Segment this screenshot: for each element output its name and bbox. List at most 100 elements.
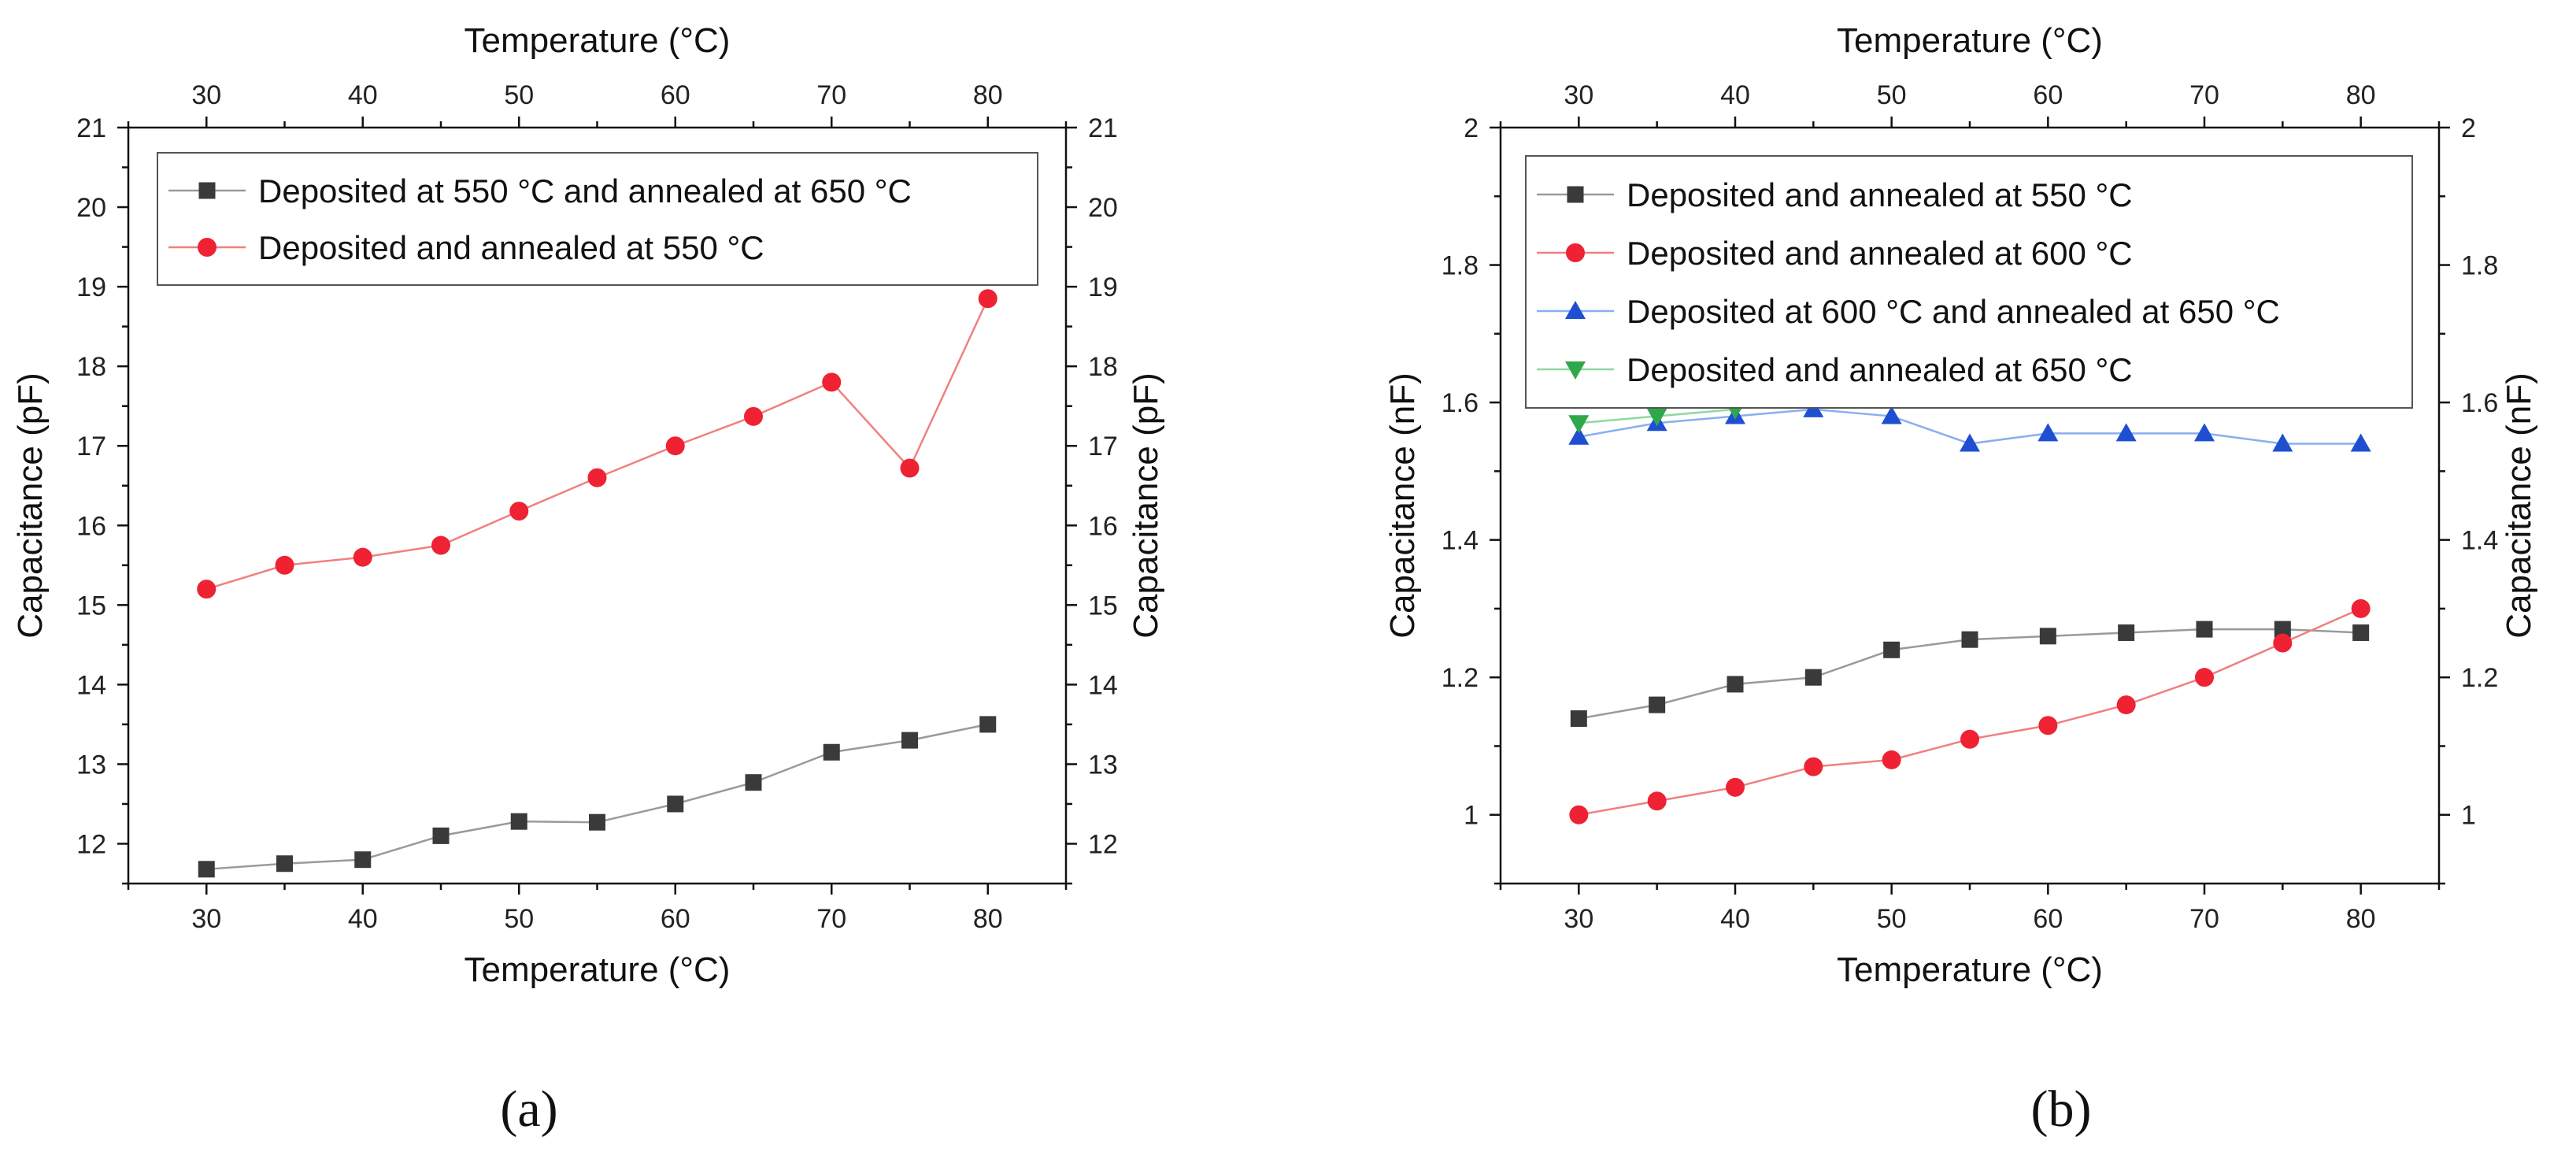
- y-tick-label-left: 18: [76, 352, 106, 382]
- data-point-s1-10: [901, 732, 918, 749]
- y-tick-label-left: 21: [76, 113, 106, 143]
- data-point-s1-4: [432, 827, 450, 844]
- y-tick-label-right: 1.6: [2461, 388, 2498, 418]
- data-point-s1-1: [1570, 710, 1587, 728]
- legend-marker-4: [1565, 361, 1586, 380]
- legend-label-2: Deposited and annealed at 550 °C: [258, 229, 764, 266]
- x-tick-label-bottom: 30: [1564, 904, 1593, 934]
- x-axis-title-bottom: Temperature (°C): [1837, 950, 2103, 989]
- data-point-s1-11: [979, 716, 997, 733]
- data-point-s2-1: [1569, 805, 1589, 824]
- legend-marker-1: [198, 182, 216, 199]
- data-point-s1-7: [2039, 628, 2056, 645]
- y-tick-label-left: 1: [1464, 801, 1479, 831]
- data-point-s2-5: [509, 502, 529, 521]
- x-axis-title-top: Temperature (°C): [1837, 21, 2103, 60]
- x-tick-label-bottom: 50: [504, 904, 534, 934]
- data-point-s1-11: [2352, 624, 2370, 641]
- legend-marker-1: [1567, 186, 1584, 203]
- x-tick-label-bottom: 60: [2033, 904, 2063, 934]
- legend-marker-2: [1566, 243, 1585, 262]
- data-point-s1-10: [2274, 621, 2291, 638]
- x-tick-label-bottom: 50: [1877, 904, 1907, 934]
- data-point-s2-11: [2351, 598, 2371, 618]
- x-tick-label-top: 50: [1877, 80, 1907, 110]
- data-point-s2-5: [1882, 750, 1901, 769]
- y-tick-label-right: 1.8: [2461, 251, 2498, 281]
- x-axis-title-bottom: Temperature (°C): [464, 950, 731, 989]
- data-point-s1-8: [2118, 624, 2135, 641]
- x-tick-label-bottom: 40: [1720, 904, 1750, 934]
- data-point-s1-1: [198, 861, 215, 878]
- legend-box: [1525, 155, 2413, 409]
- y-tick-label-left: 13: [76, 750, 106, 780]
- x-axis-title-top: Temperature (°C): [464, 21, 731, 60]
- data-point-s2-9: [2195, 668, 2214, 687]
- y-tick-label-left: 1.4: [1442, 526, 1479, 556]
- data-point-s3-11: [2350, 433, 2371, 452]
- x-tick-label-top: 60: [2033, 80, 2063, 110]
- data-point-s2-1: [197, 580, 217, 599]
- y-axis-title-right: Capacitance (pF): [1127, 372, 1165, 638]
- y-tick-label-right: 1.2: [2461, 663, 2498, 693]
- legend-label-4: Deposited and annealed at 650 °C: [1627, 351, 2133, 388]
- data-point-s2-4: [431, 535, 450, 555]
- data-point-s2-3: [1726, 777, 1745, 797]
- data-point-s2-8: [2116, 695, 2136, 715]
- x-tick-label-bottom: 70: [816, 904, 846, 934]
- x-tick-label-top: 40: [1720, 80, 1750, 110]
- data-point-s4-1: [1568, 415, 1590, 434]
- data-point-s2-3: [353, 547, 372, 567]
- y-tick-label-right: 15: [1088, 591, 1118, 621]
- x-tick-label-bottom: 80: [973, 904, 1003, 934]
- data-point-s1-8: [745, 774, 762, 791]
- data-point-s3-5: [1881, 406, 1902, 424]
- legend-marker-3: [1565, 301, 1586, 319]
- y-tick-label-left: 1.8: [1442, 251, 1479, 281]
- legend-label-1: Deposited at 550 °C and annealed at 650 …: [258, 172, 912, 209]
- legend-box: [157, 152, 1038, 286]
- x-tick-label-top: 50: [504, 80, 534, 110]
- y-tick-label-left: 19: [76, 272, 106, 302]
- data-point-s1-3: [354, 851, 372, 869]
- legend-label-1: Deposited and annealed at 550 °C: [1627, 176, 2133, 213]
- data-point-s1-7: [667, 795, 684, 813]
- y-tick-label-left: 16: [76, 511, 106, 541]
- y-tick-label-right: 1.4: [2461, 526, 2498, 556]
- data-point-s1-2: [1649, 696, 1666, 713]
- data-point-s3-7: [2037, 423, 2059, 442]
- y-tick-label-left: 20: [76, 193, 106, 223]
- data-point-s1-5: [510, 813, 527, 830]
- data-point-s1-4: [1804, 669, 1822, 686]
- y-tick-label-left: 2: [1464, 113, 1479, 143]
- panel-caption: (a): [500, 1080, 557, 1138]
- data-point-s1-2: [276, 855, 293, 873]
- data-point-s1-5: [1883, 641, 1901, 658]
- series-line-1: [206, 723, 988, 871]
- x-tick-label-top: 60: [661, 80, 690, 110]
- data-point-s3-8: [2115, 423, 2137, 442]
- y-tick-label-right: 21: [1088, 113, 1118, 143]
- data-point-s3-9: [2194, 423, 2215, 442]
- y-tick-label-left: 1.6: [1442, 388, 1479, 418]
- y-tick-label-right: 13: [1088, 750, 1118, 780]
- data-point-s2-10: [2273, 633, 2293, 653]
- y-tick-label-left: 14: [76, 670, 106, 700]
- y-tick-label-left: 15: [76, 591, 106, 621]
- y-tick-label-right: 14: [1088, 670, 1118, 700]
- data-point-s4-2: [1646, 408, 1667, 427]
- x-tick-label-top: 30: [1564, 80, 1593, 110]
- legend-label-2: Deposited and annealed at 600 °C: [1627, 235, 2133, 272]
- data-point-s2-2: [275, 555, 294, 575]
- y-tick-label-right: 12: [1088, 829, 1118, 859]
- x-tick-label-top: 80: [2346, 80, 2376, 110]
- x-tick-label-bottom: 40: [348, 904, 378, 934]
- data-point-s2-11: [978, 289, 997, 309]
- y-tick-label-right: 1: [2461, 801, 2476, 831]
- chart-panel-a: 30 30 40 40 50 50 60 60 70 70 80 80 12 12 13 13 14 14 15 15…: [11, 21, 1165, 1138]
- x-tick-label-bottom: 30: [191, 904, 221, 934]
- data-point-s1-9: [2196, 621, 2213, 638]
- data-point-s2-2: [1647, 791, 1667, 811]
- data-point-s1-6: [589, 813, 605, 831]
